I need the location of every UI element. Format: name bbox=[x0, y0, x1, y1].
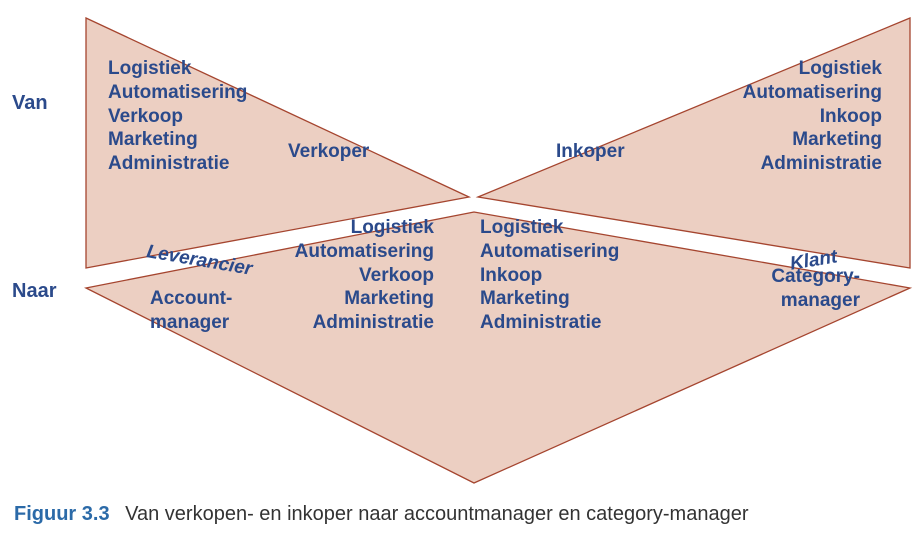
text-line: Marketing bbox=[480, 287, 619, 311]
text-line: Inkoper bbox=[556, 140, 625, 164]
text-line: Inkoop bbox=[743, 105, 882, 129]
block-top-right-list: LogistiekAutomatiseringInkoopMarketingAd… bbox=[743, 57, 882, 176]
text-line: manager bbox=[150, 311, 232, 335]
block-top-left-list: LogistiekAutomatiseringVerkoopMarketingA… bbox=[108, 57, 247, 176]
text-line: Automatisering bbox=[295, 240, 434, 264]
text-line: Marketing bbox=[295, 287, 434, 311]
text-line: Verkoop bbox=[108, 105, 247, 129]
side-label-naar: Naar bbox=[12, 280, 56, 303]
text-line: Administratie bbox=[743, 152, 882, 176]
figure-caption: Figuur 3.3 Van verkopen- en inkoper naar… bbox=[14, 503, 748, 526]
block-top-right-role: Inkoper bbox=[556, 140, 625, 164]
text-line: Verkoop bbox=[295, 264, 434, 288]
block-bottom-left-role: Account-manager bbox=[150, 287, 232, 335]
text-line: Logistiek bbox=[480, 216, 619, 240]
side-label-van: Van bbox=[12, 92, 48, 115]
text-line: Verkoper bbox=[288, 140, 369, 164]
text-line: Automatisering bbox=[480, 240, 619, 264]
figure-caption-text: Van verkopen- en inkoper naar accountman… bbox=[125, 503, 748, 525]
text-line: Logistiek bbox=[295, 216, 434, 240]
block-top-left-role: Verkoper bbox=[288, 140, 369, 164]
text-line: Administratie bbox=[108, 152, 247, 176]
text-line: Marketing bbox=[743, 128, 882, 152]
text-line: Marketing bbox=[108, 128, 247, 152]
text-line: Category- bbox=[771, 265, 860, 289]
block-bottom-center-right-list: LogistiekAutomatiseringInkoopMarketingAd… bbox=[480, 216, 619, 335]
text-line: Inkoop bbox=[480, 264, 619, 288]
figure-number: Figuur 3.3 bbox=[14, 503, 110, 525]
text-line: Account- bbox=[150, 287, 232, 311]
text-line: Logistiek bbox=[743, 57, 882, 81]
text-line: Automatisering bbox=[743, 81, 882, 105]
text-line: manager bbox=[771, 289, 860, 313]
text-line: Administratie bbox=[480, 311, 619, 335]
diagram-stage: Van Naar Leverancier Klant LogistiekAuto… bbox=[0, 0, 922, 538]
text-line: Automatisering bbox=[108, 81, 247, 105]
text-line: Administratie bbox=[295, 311, 434, 335]
text-line: Logistiek bbox=[108, 57, 247, 81]
block-bottom-right-role: Category-manager bbox=[771, 265, 860, 313]
block-bottom-center-left-list: LogistiekAutomatiseringVerkoopMarketingA… bbox=[295, 216, 434, 335]
